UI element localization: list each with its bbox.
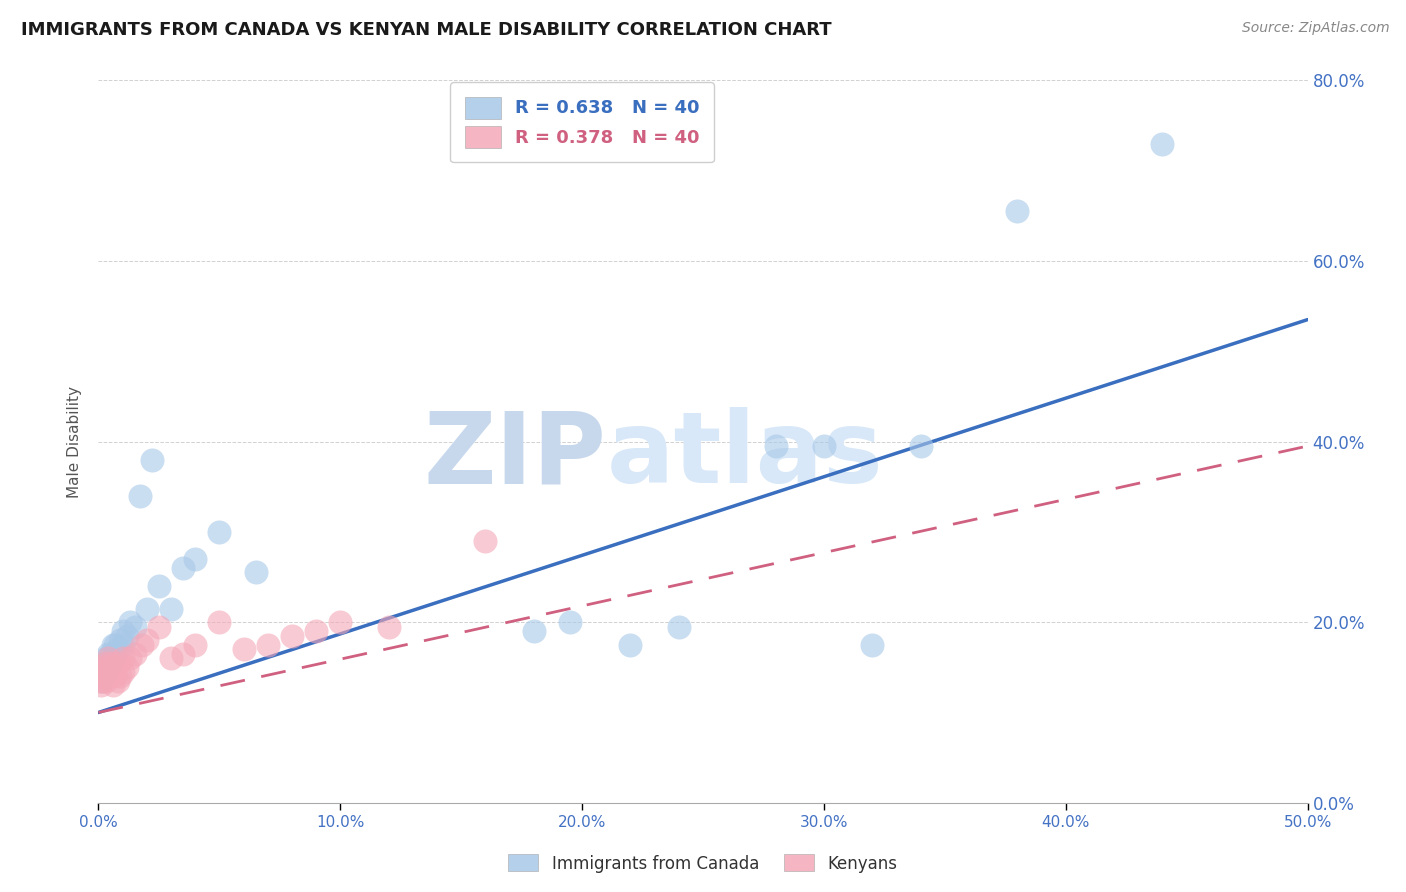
Point — [97, 660, 120, 674]
Point — [91, 660, 114, 674]
Point — [245, 566, 267, 580]
Point — [910, 439, 932, 453]
Legend: Immigrants from Canada, Kenyans: Immigrants from Canada, Kenyans — [502, 847, 904, 880]
Point — [91, 656, 114, 670]
Point — [135, 633, 157, 648]
Point — [111, 651, 134, 665]
Point — [184, 552, 207, 566]
Point — [101, 638, 124, 652]
Point — [90, 673, 112, 688]
Point — [860, 638, 883, 652]
Point — [256, 638, 278, 652]
Point — [104, 647, 127, 661]
Point — [97, 660, 120, 674]
Point — [124, 647, 146, 661]
Text: atlas: atlas — [606, 408, 883, 505]
Point — [108, 633, 131, 648]
Point — [135, 601, 157, 615]
Point — [91, 669, 114, 683]
Point — [668, 620, 690, 634]
Legend: R = 0.638   N = 40, R = 0.378   N = 40: R = 0.638 N = 40, R = 0.378 N = 40 — [450, 82, 714, 162]
Point — [107, 673, 129, 688]
Point — [1007, 204, 1029, 219]
Point — [104, 669, 127, 683]
Point — [100, 656, 122, 670]
Point — [128, 489, 150, 503]
Text: Source: ZipAtlas.com: Source: ZipAtlas.com — [1241, 21, 1389, 35]
Point — [148, 579, 170, 593]
Point — [90, 673, 112, 688]
Point — [131, 638, 153, 652]
Point — [1152, 136, 1174, 151]
Point — [523, 624, 546, 639]
Point — [91, 673, 114, 688]
Point — [100, 656, 122, 670]
Point — [111, 665, 134, 679]
Point — [813, 439, 835, 453]
Point — [104, 638, 127, 652]
Text: ZIP: ZIP — [423, 408, 606, 505]
Point — [97, 651, 120, 665]
Y-axis label: Male Disability: Male Disability — [67, 385, 83, 498]
Point — [160, 601, 183, 615]
Point — [117, 660, 139, 674]
Point — [305, 624, 328, 639]
Point — [474, 533, 496, 548]
Text: IMMIGRANTS FROM CANADA VS KENYAN MALE DISABILITY CORRELATION CHART: IMMIGRANTS FROM CANADA VS KENYAN MALE DI… — [21, 21, 832, 38]
Point — [184, 638, 207, 652]
Point — [117, 629, 139, 643]
Point — [94, 651, 117, 665]
Point — [90, 665, 112, 679]
Point — [90, 665, 112, 679]
Point — [107, 642, 129, 657]
Point — [108, 669, 131, 683]
Point — [558, 615, 581, 630]
Point — [107, 656, 129, 670]
Point — [141, 452, 163, 467]
Point — [94, 665, 117, 679]
Point — [101, 665, 124, 679]
Point — [172, 647, 194, 661]
Point — [172, 561, 194, 575]
Point — [765, 439, 787, 453]
Point — [208, 524, 231, 539]
Point — [101, 651, 124, 665]
Point — [97, 647, 120, 661]
Point — [101, 678, 124, 692]
Point — [160, 651, 183, 665]
Point — [148, 620, 170, 634]
Point — [90, 678, 112, 692]
Point — [100, 647, 122, 661]
Point — [111, 638, 134, 652]
Point — [100, 665, 122, 679]
Point — [124, 620, 146, 634]
Point — [377, 620, 399, 634]
Point — [94, 656, 117, 670]
Point — [94, 665, 117, 679]
Point — [208, 615, 231, 630]
Point — [329, 615, 352, 630]
Point — [104, 660, 127, 674]
Point — [619, 638, 641, 652]
Point — [111, 624, 134, 639]
Point — [118, 615, 141, 630]
Point — [281, 629, 304, 643]
Point — [91, 669, 114, 683]
Point — [94, 673, 117, 688]
Point — [232, 642, 254, 657]
Point — [97, 669, 120, 683]
Point — [118, 651, 141, 665]
